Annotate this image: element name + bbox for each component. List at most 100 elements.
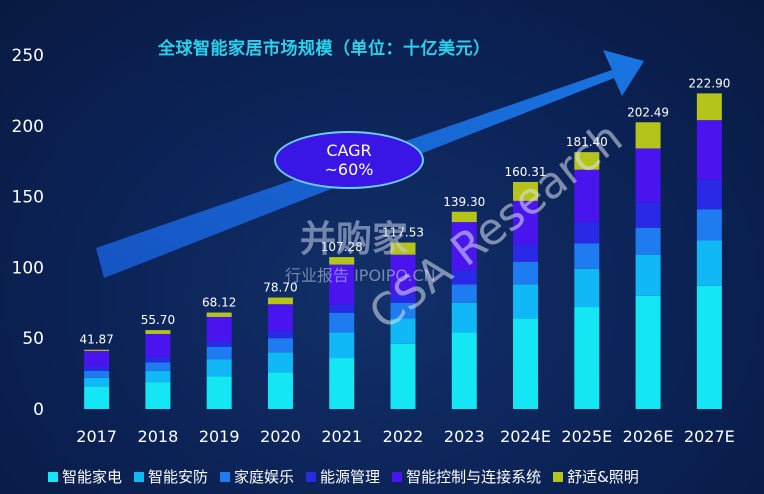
bar-segment [451, 302, 477, 333]
legend-item: 智能安防 [134, 466, 208, 487]
bar-segment [329, 312, 355, 333]
bar-segment [574, 222, 600, 244]
bar-segment [267, 338, 293, 353]
bar-segment [206, 341, 232, 347]
bar-segment [84, 377, 110, 387]
legend: 智能家电 智能安防 家庭娱乐 能源管理 智能控制与连接系统 舒适&照明 [48, 466, 639, 487]
total-label: 222.90 [688, 76, 730, 90]
x-tick-label: 2027E [684, 427, 735, 446]
bar-segment [84, 349, 110, 351]
total-label: 139.30 [443, 195, 485, 209]
bar-segment [574, 243, 600, 269]
total-label: 202.49 [627, 105, 669, 119]
chart-title: 全球智能家居市场规模（单位：十亿美元） [158, 39, 491, 59]
bar-segment [145, 382, 171, 409]
x-axis: 2017 2018 2019 2020 2021 2022 2023 2024E 2025E 20… [76, 427, 735, 446]
y-axis: 0 50 100 150 200 250 [12, 46, 44, 420]
x-tick-label: 2020 [260, 427, 301, 446]
bar-segment [513, 200, 539, 245]
y-tick-label: 200 [12, 117, 44, 137]
bar-segment [513, 284, 539, 319]
bar-segment [206, 376, 232, 409]
bar-segment [145, 333, 171, 357]
bar-segment [635, 148, 661, 203]
bar-segment [390, 318, 416, 344]
legend-label: 智能安防 [148, 468, 209, 486]
bar-segment [145, 356, 171, 363]
bar-segment [206, 312, 232, 317]
y-tick-label: 0 [33, 400, 44, 420]
bar-segment [84, 366, 110, 371]
legend-swatch [220, 471, 231, 482]
legend-item: 能源管理 [306, 466, 380, 487]
bar-segment [145, 370, 171, 383]
x-tick-label: 2024E [500, 427, 551, 446]
bar-segment [451, 222, 477, 271]
legend-swatch [48, 471, 58, 482]
bar-segment [513, 244, 539, 262]
bar-segment [84, 350, 110, 367]
total-label: 181.40 [566, 135, 608, 149]
bar-segment [267, 372, 293, 409]
bar-segment [574, 268, 600, 308]
bar-segment [329, 304, 355, 313]
total-label: 68.12 [202, 296, 236, 310]
legend-label: 能源管理 [320, 468, 381, 486]
bar-segment [574, 152, 600, 170]
bar-segment [451, 332, 477, 409]
bar-segment [696, 209, 722, 241]
x-tick-label: 2025E [561, 427, 612, 446]
bar-segment [390, 294, 416, 303]
x-tick-label: 2017 [76, 427, 117, 446]
bar-segment [329, 257, 355, 265]
bar-segment [329, 358, 355, 409]
legend-swatch [306, 471, 317, 482]
bar-segment [206, 316, 232, 342]
x-tick-label: 2023 [444, 427, 485, 446]
y-tick-label: 50 [22, 329, 44, 349]
bar-segment [696, 93, 722, 121]
cagr-label: CAGR [326, 141, 372, 160]
legend-swatch [392, 471, 403, 482]
legend-item: 舒适&照明 [553, 466, 639, 487]
bar-segment [145, 362, 171, 371]
x-tick-label: 2022 [383, 427, 424, 446]
legend-swatch [553, 471, 564, 482]
legend-label: 智能家电 [62, 468, 123, 486]
bar-segment [574, 169, 600, 223]
bar-segment [84, 386, 110, 409]
total-label: 117.53 [382, 226, 424, 240]
legend-item: 家庭娱乐 [220, 466, 294, 487]
bar-segment [635, 227, 661, 255]
legend-item: 智能控制与连接系统 [392, 466, 541, 487]
bars [84, 93, 722, 409]
total-label: 160.31 [505, 165, 547, 179]
legend-item: 智能家电 [48, 466, 122, 487]
bar-segment [513, 318, 539, 409]
bar-segment [696, 285, 722, 409]
cagr-annotation: CAGR ~60% [274, 131, 424, 189]
bar-segment [635, 202, 661, 228]
legend-swatch [134, 471, 145, 482]
bar-segment [206, 346, 232, 360]
bar-segment [206, 359, 232, 377]
bar-segment [390, 343, 416, 409]
bar-segment [513, 261, 539, 285]
legend-label: 家庭娱乐 [234, 468, 295, 486]
bar-segment [635, 254, 661, 296]
bar-segment [390, 242, 416, 255]
total-label: 55.70 [141, 313, 175, 327]
bar-segment [267, 304, 293, 332]
y-tick-label: 250 [12, 46, 44, 66]
bar-segment [696, 179, 722, 210]
bar-segment [390, 302, 416, 319]
bar-segment [267, 297, 293, 305]
bar-segment [574, 307, 600, 409]
y-tick-label: 150 [12, 188, 44, 208]
bar-segment [267, 352, 293, 373]
bar-segment [84, 370, 110, 378]
bar-segment [696, 120, 722, 180]
bar-segment [451, 270, 477, 285]
total-label: 41.87 [79, 333, 113, 347]
x-tick-label: 2019 [199, 427, 240, 446]
